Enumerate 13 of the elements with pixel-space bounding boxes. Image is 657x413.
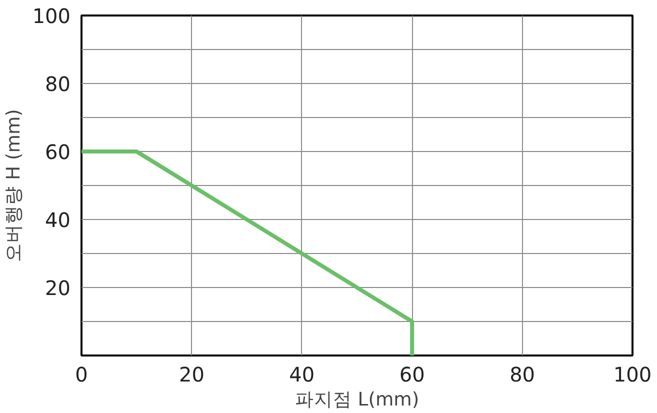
y-tick-label: 40 <box>45 208 71 232</box>
y-tick-label: 80 <box>45 72 71 96</box>
x-tick-label: 40 <box>289 362 315 386</box>
x-tick-label: 0 <box>75 362 88 386</box>
y-tick-label: 100 <box>32 4 71 28</box>
y-tick-label: 60 <box>45 140 71 164</box>
x-tick-label: 20 <box>178 362 204 386</box>
x-tick-label: 60 <box>399 362 425 386</box>
x-tick-label: 80 <box>510 362 536 386</box>
x-tick-label: 100 <box>613 362 652 386</box>
y-axis-title: 오버행량 H (mm) <box>3 109 24 262</box>
x-axis-title: 파지점 L(mm) <box>294 390 420 410</box>
y-tick-label: 20 <box>45 276 71 300</box>
